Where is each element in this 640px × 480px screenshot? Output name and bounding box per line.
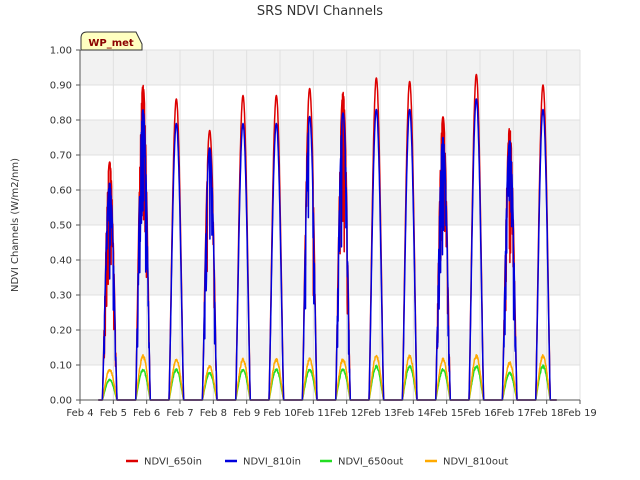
y-tick-label: 0.70 (50, 151, 72, 162)
x-tick-label: Feb 5 (100, 408, 127, 419)
legend-label: NDVI_650out (338, 457, 403, 468)
x-tick-label: Feb 8 (200, 408, 227, 419)
x-tick-label: Feb 10 (263, 408, 297, 419)
grid-band (80, 190, 580, 225)
chart-title: SRS NDVI Channels (257, 4, 383, 19)
x-tick-label: Feb 17 (497, 408, 531, 419)
y-tick-label: 0.00 (50, 396, 72, 407)
x-tick-label: Feb 15 (430, 408, 464, 419)
x-tick-label: Feb 18 (530, 408, 564, 419)
y-tick-labels: 0.00 0.10 0.20 0.30 0.40 0.50 0.60 0.70 0.80 0.90… (50, 46, 80, 407)
y-tick-label: 0.10 (50, 361, 72, 372)
x-tick-label: Feb 4 (66, 408, 93, 419)
x-tick-label: Feb 12 (330, 408, 364, 419)
y-tick-label: 0.20 (50, 326, 72, 337)
x-tick-label: Feb 14 (397, 408, 431, 419)
y-tick-label: 0.40 (50, 256, 72, 267)
x-tick-label: Feb 16 (463, 408, 497, 419)
station-badge-label: WP_met (88, 38, 134, 49)
station-badge-shape (80, 31, 143, 51)
grid-band (80, 120, 580, 155)
x-tick-labels: Feb 4 Feb 5 Feb 6 Feb 7 Feb 8 Feb 9 Feb 10 Feb … (66, 400, 597, 419)
grid-band (80, 50, 580, 85)
x-tick-label: Feb 13 (363, 408, 397, 419)
x-tick-label: Feb 6 (133, 408, 160, 419)
y-tick-label: 0.80 (50, 116, 72, 127)
x-tick-label: Feb 11 (297, 408, 331, 419)
legend-label: NDVI_810in (243, 457, 301, 468)
y-tick-label: 0.30 (50, 291, 72, 302)
y-tick-label: 0.60 (50, 186, 72, 197)
x-tick-label: Feb 7 (166, 408, 193, 419)
legend-label: NDVI_650in (144, 457, 202, 468)
legend-label: NDVI_810out (443, 457, 508, 468)
y-axis-title: NDVI Channels (W/m2/nm) (10, 158, 21, 292)
x-tick-label: Feb 9 (233, 408, 260, 419)
y-tick-label: 0.50 (50, 221, 72, 232)
legend: NDVI_650in NDVI_810in NDVI_650out NDVI_810o… (126, 457, 508, 468)
grid-bands (80, 50, 580, 365)
grid-band (80, 260, 580, 295)
station-badge: WP_met (80, 31, 143, 51)
y-tick-label: 1.00 (50, 46, 72, 57)
x-tick-label: Feb 19 (563, 408, 597, 419)
y-tick-label: 0.90 (50, 81, 72, 92)
grid-band (80, 330, 580, 365)
